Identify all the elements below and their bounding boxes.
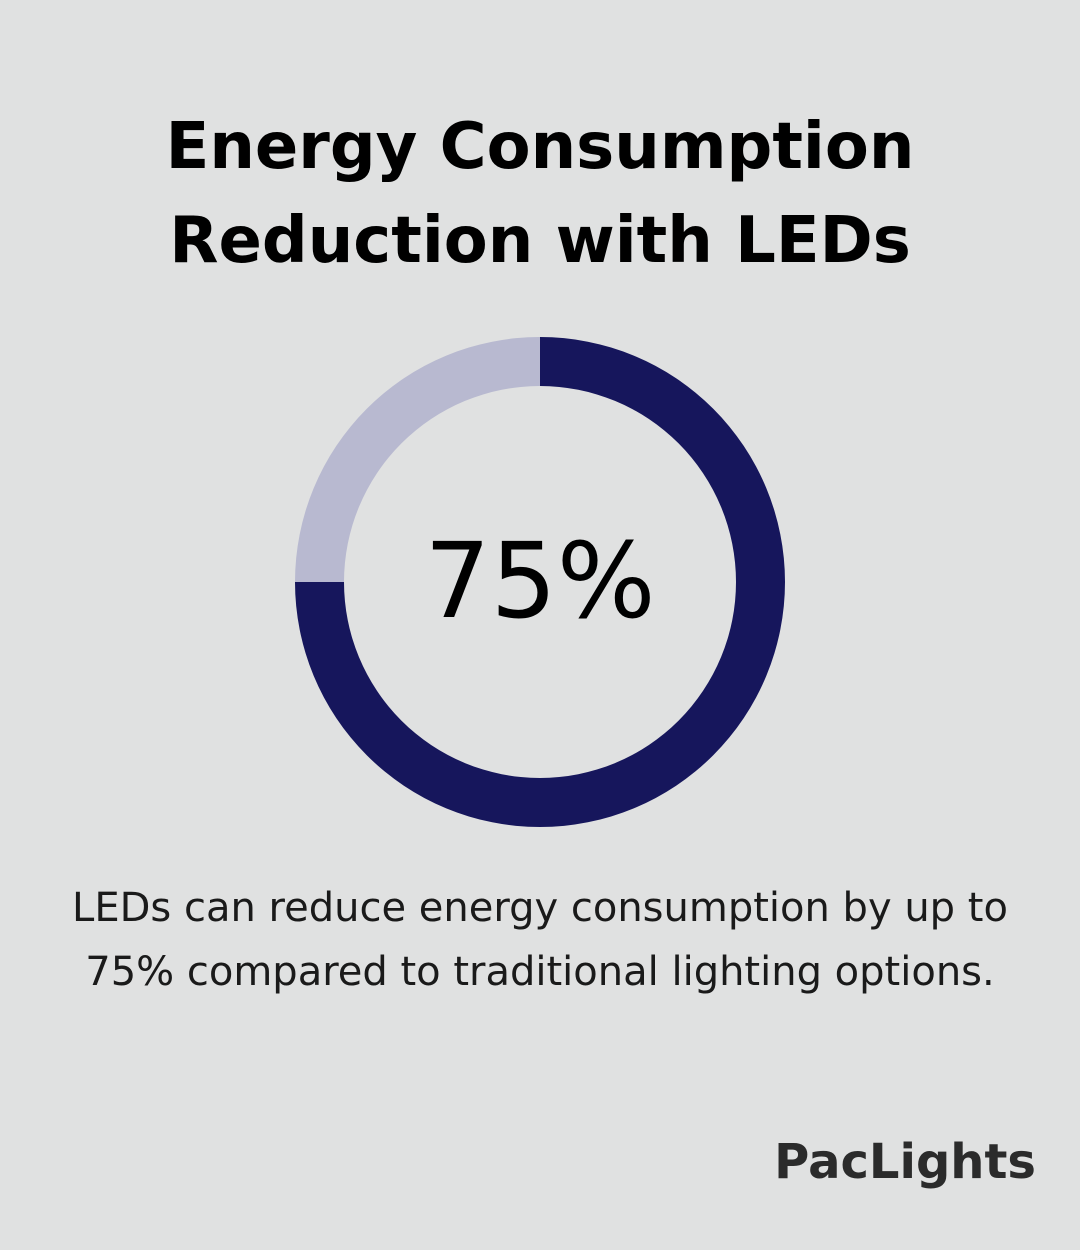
donut-slice-remaining — [295, 337, 540, 582]
brand-logo: PacLights — [774, 1134, 1036, 1190]
chart-title: Energy Consumption Reduction with LEDs — [0, 100, 1080, 288]
chart-title-line-1: Energy Consumption — [165, 110, 915, 184]
description-text: LEDs can reduce energy consumption by up… — [72, 885, 1008, 995]
donut-center-label: 75% — [424, 520, 655, 642]
chart-title-line-2: Reduction with LEDs — [169, 204, 911, 278]
